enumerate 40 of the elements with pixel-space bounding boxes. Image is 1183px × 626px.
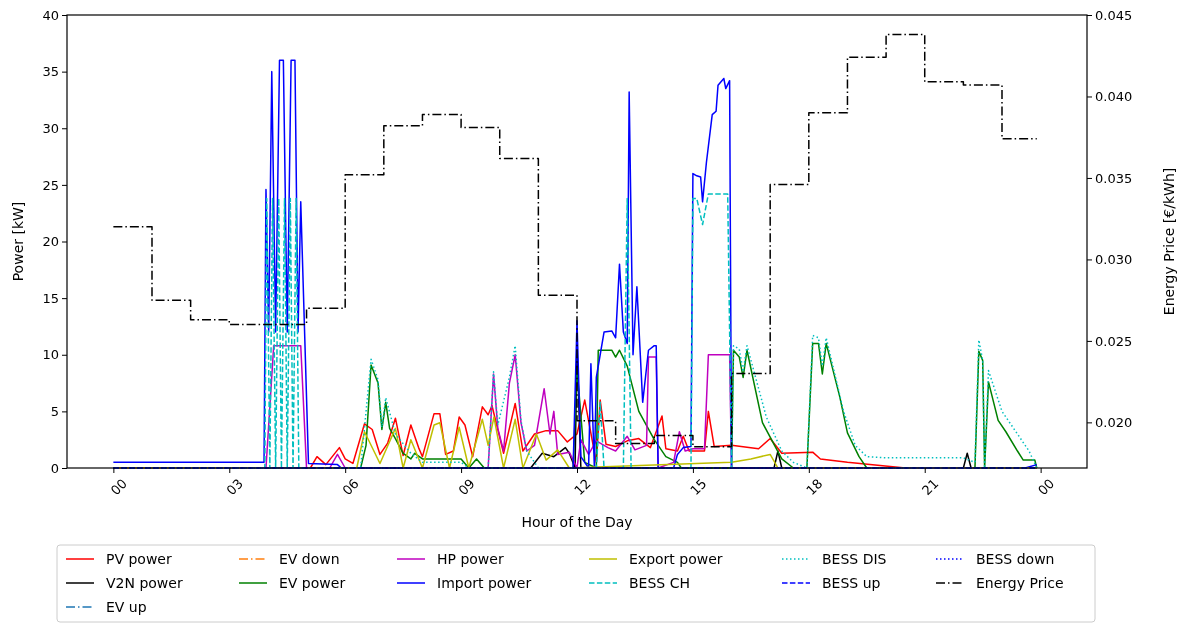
legend-label: HP power	[437, 551, 504, 567]
legend-label: BESS up	[822, 575, 881, 591]
y-tick-label: 0	[50, 460, 59, 476]
y-tick-label: 25	[42, 177, 59, 193]
x-tick-label: 12	[571, 475, 594, 499]
legend-label: BESS DIS	[822, 551, 887, 567]
y-tick-label: 35	[42, 64, 59, 80]
x-tick-label: 15	[687, 475, 710, 499]
y2-tick-label: 0.020	[1095, 415, 1133, 431]
y-tick-label: 15	[42, 290, 59, 306]
x-tick-label: 00	[1034, 475, 1058, 499]
y-axis-title: Power [kW]	[10, 201, 26, 282]
y2-tick-label: 0.045	[1095, 7, 1133, 23]
legend-label: Import power	[437, 575, 532, 591]
legend-label: V2N power	[106, 575, 183, 591]
y2-tick-label: 0.025	[1095, 333, 1133, 349]
y-tick-label: 30	[42, 120, 59, 136]
y-tick-label: 20	[42, 234, 59, 250]
x-tick-label: 06	[339, 475, 362, 499]
x-tick-label: 18	[803, 475, 826, 499]
legend-label: EV up	[106, 599, 147, 615]
y-tick-label: 40	[42, 7, 59, 23]
x-axis-title: Hour of the Day	[521, 514, 633, 530]
legend-label: Export power	[629, 551, 723, 567]
x-tick-label: 03	[223, 475, 246, 499]
x-tick-label: 00	[107, 475, 131, 499]
y2-tick-label: 0.030	[1095, 252, 1133, 268]
y-tick-label: 5	[50, 404, 59, 420]
y-tick-label: 10	[42, 347, 59, 363]
legend-label: BESS CH	[629, 575, 690, 591]
y2-axis-title: Energy Price [€/kWh]	[1161, 167, 1177, 316]
legend-label: EV power	[279, 575, 346, 591]
legend-label: PV power	[106, 551, 172, 567]
legend-label: Energy Price	[976, 575, 1064, 591]
y2-tick-label: 0.040	[1095, 89, 1133, 105]
y2-tick-label: 0.035	[1095, 170, 1133, 186]
legend-label: BESS down	[976, 551, 1055, 567]
x-tick-label: 21	[919, 475, 942, 499]
x-tick-label: 09	[455, 475, 478, 499]
legend-label: EV down	[279, 551, 340, 567]
